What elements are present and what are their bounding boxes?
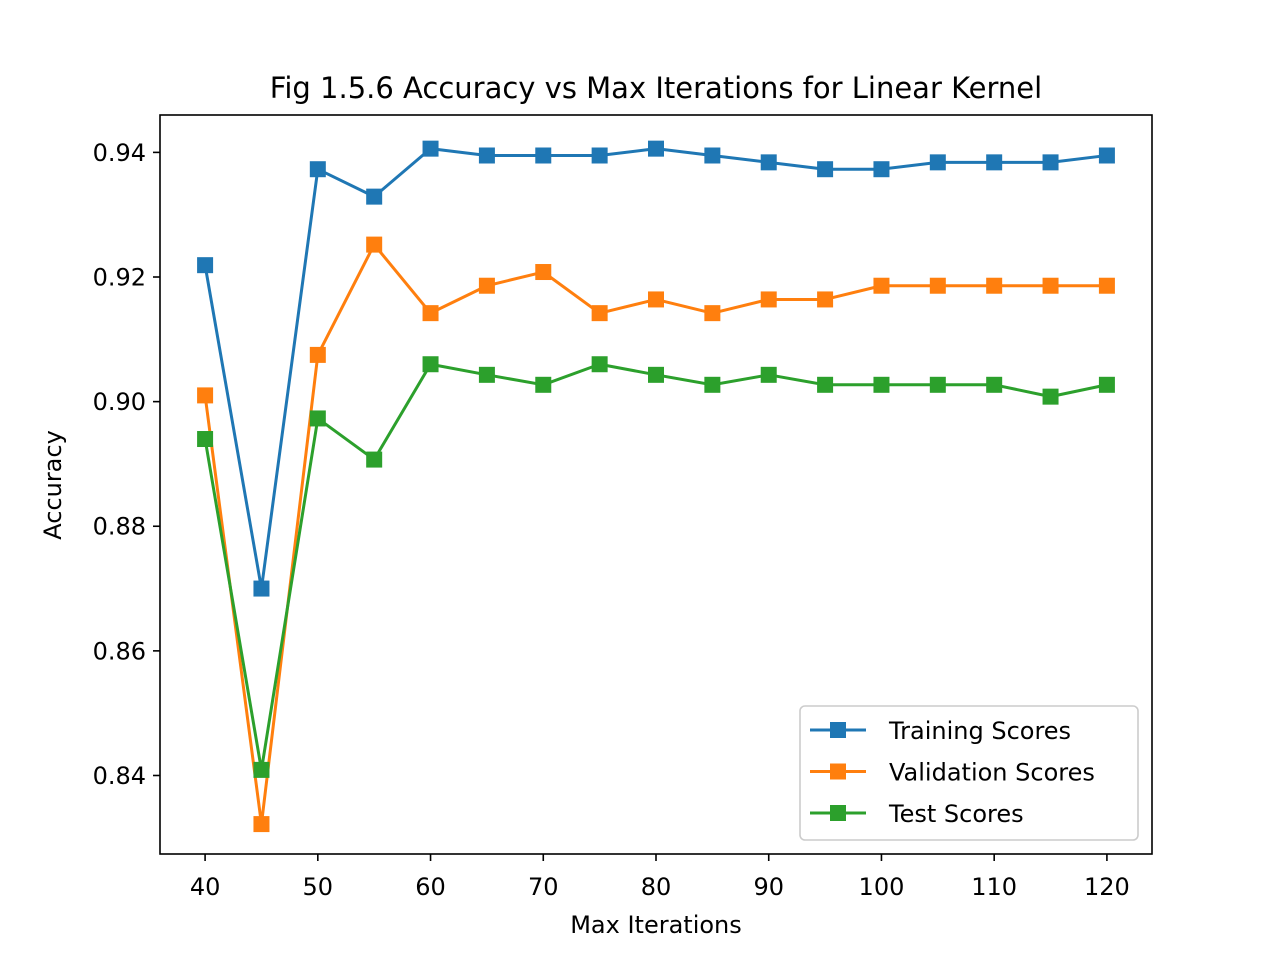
point-test-scores-40 <box>197 431 214 448</box>
point-training-scores-55 <box>366 188 383 205</box>
point-test-scores-95 <box>817 376 834 393</box>
point-training-scores-105 <box>929 154 946 171</box>
x-tick-label-70: 70 <box>528 873 559 901</box>
point-test-scores-110 <box>986 376 1003 393</box>
point-test-scores-120 <box>1098 376 1115 393</box>
x-tick-label-110: 110 <box>971 873 1017 901</box>
legend: Training Scores Validation Scores Test Sco… <box>799 705 1139 841</box>
y-tick-label-0.84: 0.84 <box>93 762 146 790</box>
point-validation-scores-100 <box>873 277 890 294</box>
point-validation-scores-85 <box>704 305 721 322</box>
point-validation-scores-60 <box>422 305 439 322</box>
y-tick-label-0.90: 0.90 <box>93 388 146 416</box>
point-training-scores-60 <box>422 140 439 157</box>
point-training-scores-70 <box>535 147 552 164</box>
point-validation-scores-55 <box>366 236 383 253</box>
point-training-scores-115 <box>1042 154 1059 171</box>
point-validation-scores-65 <box>478 277 495 294</box>
point-training-scores-85 <box>704 147 721 164</box>
x-axis-title: Max Iterations <box>570 911 742 939</box>
point-training-scores-40 <box>197 257 214 274</box>
point-training-scores-100 <box>873 161 890 178</box>
point-test-scores-115 <box>1042 388 1059 405</box>
point-validation-scores-40 <box>197 387 214 404</box>
x-tick-label-40: 40 <box>190 873 221 901</box>
legend-marker-training-scores <box>830 722 846 738</box>
point-validation-scores-105 <box>929 277 946 294</box>
point-test-scores-85 <box>704 376 721 393</box>
point-test-scores-55 <box>366 451 383 468</box>
point-validation-scores-110 <box>986 277 1003 294</box>
y-axis-title: Accuracy <box>39 430 67 540</box>
point-test-scores-65 <box>478 366 495 383</box>
legend-marker-test-scores <box>830 805 846 821</box>
x-tick-label-60: 60 <box>415 873 446 901</box>
point-validation-scores-115 <box>1042 277 1059 294</box>
point-training-scores-90 <box>760 154 777 171</box>
legend-marker-validation-scores <box>830 763 846 780</box>
y-tick-label-0.88: 0.88 <box>93 513 146 541</box>
x-tick-label-50: 50 <box>303 873 334 901</box>
point-test-scores-50 <box>309 410 326 427</box>
point-training-scores-75 <box>591 147 608 164</box>
y-axis: 0.84 0.86 0.88 0.90 0.92 0.94 <box>93 139 160 790</box>
point-validation-scores-90 <box>760 291 777 308</box>
point-test-scores-60 <box>422 356 439 373</box>
x-tick-label-90: 90 <box>753 873 784 901</box>
point-validation-scores-95 <box>817 291 834 308</box>
y-tick-label-0.94: 0.94 <box>93 139 146 167</box>
x-tick-label-120: 120 <box>1084 873 1130 901</box>
point-training-scores-80 <box>648 140 664 157</box>
plot-area <box>197 140 1115 833</box>
point-training-scores-110 <box>986 154 1003 171</box>
y-tick-label-0.92: 0.92 <box>93 264 146 292</box>
x-tick-label-80: 80 <box>641 873 672 901</box>
point-test-scores-75 <box>591 356 608 373</box>
point-validation-scores-50 <box>309 346 326 363</box>
point-validation-scores-80 <box>648 291 664 308</box>
point-training-scores-50 <box>309 161 326 178</box>
legend-label-validation-scores: Validation Scores <box>889 759 1095 787</box>
point-training-scores-95 <box>817 161 834 178</box>
legend-label-training-scores: Training Scores <box>888 717 1071 745</box>
point-training-scores-45 <box>253 580 270 597</box>
point-validation-scores-120 <box>1098 277 1115 294</box>
x-axis: 40 50 60 70 80 90 100 110 120 <box>190 854 1130 901</box>
legend-label-test-scores: Test Scores <box>888 800 1024 828</box>
point-test-scores-90 <box>760 366 777 383</box>
point-test-scores-100 <box>873 376 890 393</box>
point-test-scores-80 <box>648 366 664 383</box>
point-training-scores-65 <box>478 147 495 164</box>
point-training-scores-120 <box>1098 147 1115 164</box>
legend-frame <box>799 705 1139 841</box>
y-tick-label-0.86: 0.86 <box>93 637 146 665</box>
point-test-scores-70 <box>535 376 552 393</box>
point-validation-scores-75 <box>591 305 608 322</box>
point-validation-scores-70 <box>535 264 552 281</box>
x-tick-label-100: 100 <box>859 873 905 901</box>
chart-title: Fig 1.5.6 Accuracy vs Max Iterations for… <box>270 71 1042 105</box>
point-validation-scores-45 <box>253 816 270 833</box>
point-test-scores-105 <box>929 376 946 393</box>
point-test-scores-45 <box>253 761 270 778</box>
